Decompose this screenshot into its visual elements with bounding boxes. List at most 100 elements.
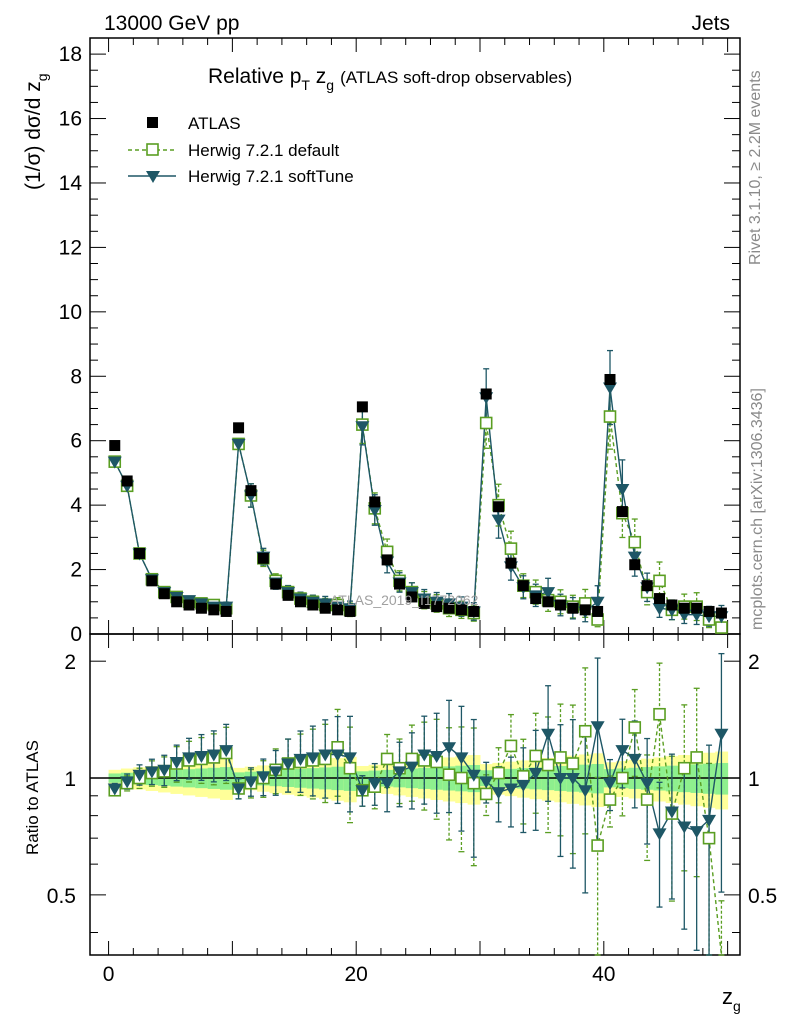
main-point-default [603,410,617,423]
ratio-y-label: Ratio to ATLAS [23,740,42,855]
main-point-atlas [356,401,368,413]
main-point-atlas [270,578,282,590]
ratio-point-softtune [652,828,667,841]
main-point-softtune [603,382,617,395]
main-point-atlas [517,580,529,592]
ratio-point-default [603,793,617,806]
ratio-point-default [442,768,456,781]
ratio-point-softtune [404,761,419,774]
main-y-tick-label: 16 [59,108,82,131]
legend: ATLAS Herwig 7.2.1 default Herwig 7.2.1 … [128,114,354,186]
main-point-softtune [367,504,382,517]
legend-herwig-default: Herwig 7.2.1 default [128,141,339,160]
main-point-atlas [530,593,542,605]
ratio-point-softtune [305,752,320,765]
main-point-atlas [307,599,319,611]
ratio-point-default [455,771,468,785]
x-tick-label: 40 [592,963,615,986]
main-point-atlas [641,580,653,592]
title-tail: (ATLAS soft-drop observables) [340,68,572,87]
ratio-point-softtune [343,752,357,765]
main-point-atlas [171,596,183,608]
main-y-tick-label: 14 [59,172,83,195]
main-point-atlas [394,578,406,590]
main-point-atlas [604,373,616,385]
main-point-atlas [109,440,121,452]
main-point-atlas [332,604,344,616]
ratio-point-softtune [367,778,382,791]
ratio-point-softtune [281,758,296,771]
ratio-point-default [640,793,654,806]
main-y-tick-label: 6 [70,430,82,453]
title-sub-t: T [301,77,310,93]
main-point-atlas [294,596,306,608]
ratio-point-softtune [107,783,122,796]
ratio-point-softtune [714,728,729,741]
main-point-softtune [541,587,556,600]
ratio-point-softtune [268,766,283,779]
ratio-y-tick-label-left: 1 [64,768,76,791]
main-point-atlas [666,599,678,611]
header-process: Jets [691,12,730,35]
main-point-default [479,416,493,430]
main-point-default [653,574,666,588]
ratio-point-softtune [677,821,692,834]
main-point-atlas [715,607,727,619]
ratio-point-softtune [380,778,395,791]
ratio-point-softtune [330,749,345,762]
ratio-point-softtune [355,785,370,798]
main-point-atlas [554,599,566,611]
main-point-atlas [455,604,467,616]
legend-atlas-label: ATLAS [188,114,241,133]
ratio-point-softtune [503,783,518,796]
main-y-tick-label: 2 [70,559,82,582]
ratio-point-softtune [603,778,617,791]
ratio-point-softtune [194,750,209,763]
main-point-softtune [107,456,122,469]
main-point-atlas [158,588,170,600]
ratio-point-default [702,831,716,845]
legend-softtune-marker [146,171,160,183]
main-y-tick-label: 0 [70,623,82,646]
data-markers [107,349,729,956]
main-point-atlas [678,602,690,614]
ratio-point-softtune [689,826,704,839]
ratio-point-softtune [664,806,679,819]
main-point-atlas [567,602,579,614]
ratio-point-softtune [553,773,568,786]
ratio-y-tick-label-right: 0.5 [748,885,777,908]
ratio-point-softtune [256,771,271,784]
ratio-point-softtune [318,749,333,762]
ratio-point-softtune [442,742,457,755]
chart-title: Relative pT zg (ATLAS soft-drop observabl… [208,65,572,93]
ratio-point-softtune [169,756,184,769]
ratio-point-softtune [565,773,580,786]
main-point-atlas [691,602,703,614]
ratio-point-default [566,757,580,770]
main-point-atlas [616,506,628,518]
main-point-default [628,535,642,549]
main-point-atlas [134,547,146,559]
ratio-point-softtune [120,776,135,789]
ratio-y-tick-label-right: 1 [748,768,760,791]
main-point-atlas [579,604,591,616]
legend-softtune-label: Herwig 7.2.1 softTune [188,167,354,186]
main-point-atlas [493,501,505,513]
main-point-softtune [491,514,506,527]
main-point-atlas [220,605,232,617]
x-tick-label: 0 [103,963,115,986]
main-point-softtune [231,438,246,451]
main-point-atlas [592,605,604,617]
header-energy: 13000 GeV pp [104,12,239,35]
legend-default-marker [146,143,159,156]
ratio-point-softtune [231,783,246,796]
main-point-atlas [195,602,207,614]
ratio-point-softtune [392,766,407,779]
legend-atlas-marker [147,117,158,128]
side-note-mcplots: mcplots.cern.ch [arXiv:1306.3436] [749,388,766,630]
main-point-atlas [505,557,517,569]
title-mid: z [310,65,326,88]
main-y-label: (1/σ) dσ/d zg [22,73,50,190]
main-point-atlas [257,552,269,564]
